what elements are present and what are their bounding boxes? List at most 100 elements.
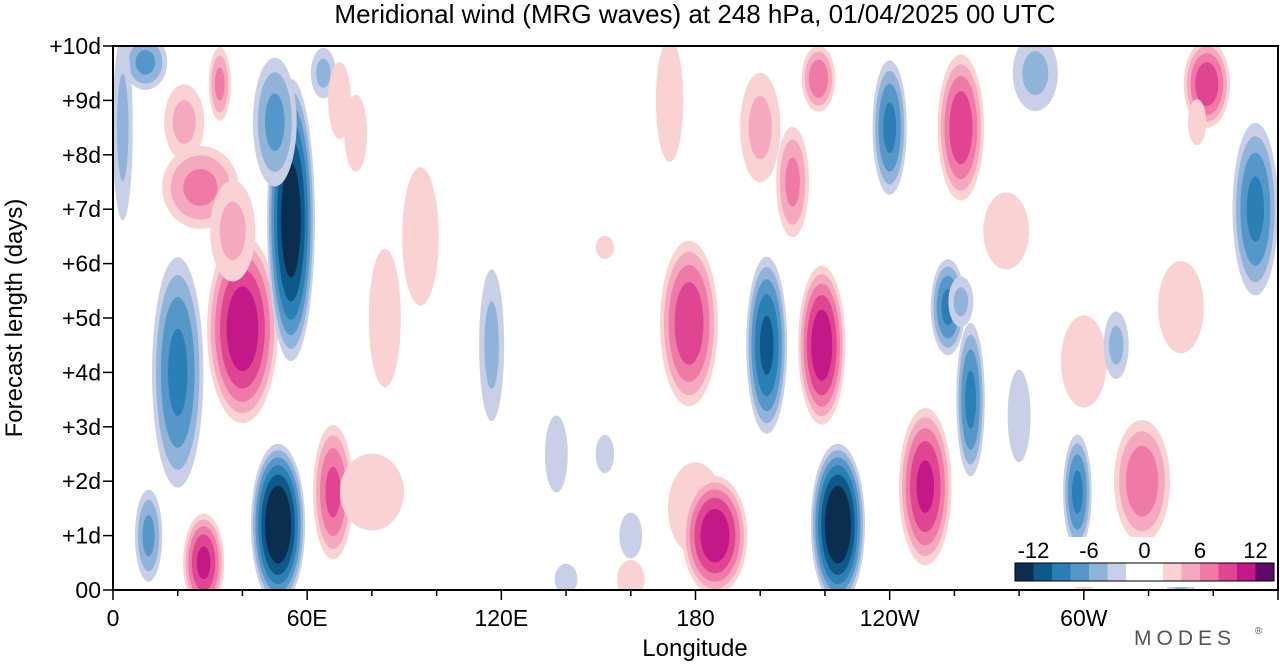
wind-anomaly-northerly-30 — [740, 72, 781, 183]
wind-anomaly-southerly-39 — [948, 276, 974, 327]
contour-band — [316, 58, 331, 88]
colorbar-swatch — [1218, 563, 1237, 581]
y-tick-label: +2d — [62, 468, 101, 494]
y-axis-label: Forecast length (days) — [1, 199, 28, 438]
wind-anomaly-southerly-40 — [956, 322, 985, 477]
wind-anomaly-northerly-16 — [368, 248, 401, 388]
wind-anomaly-northerly-25 — [660, 240, 718, 407]
colorbar-swatch — [1052, 563, 1071, 581]
wind-anomaly-southerly-10 — [152, 257, 204, 488]
y-tick-label: +9d — [62, 87, 101, 113]
wind-anomaly-northerly-27 — [655, 46, 684, 162]
wind-anomaly-southerly-44 — [1063, 434, 1092, 550]
wind-anomaly-southerly-43 — [1007, 369, 1031, 463]
wind-anomaly-northerly-45 — [1060, 315, 1107, 408]
colorbar-swatch — [1200, 563, 1219, 581]
contour-band — [748, 95, 772, 160]
contour-band — [619, 512, 643, 559]
colorbar-frame — [1014, 562, 1275, 582]
x-tick-label: 180 — [676, 605, 714, 631]
colorbar-swatch — [1255, 563, 1274, 581]
x-tick-label: 0 — [107, 605, 120, 631]
wind-anomaly-northerly-54 — [617, 559, 645, 590]
contour-band — [595, 434, 615, 474]
y-tick-label: +3d — [62, 414, 101, 440]
contour-band — [368, 248, 401, 388]
wind-anomaly-southerly-11 — [134, 489, 163, 582]
wind-anomaly-northerly-32 — [801, 46, 836, 112]
contour-band — [325, 466, 341, 518]
chart-title: Meridional wind (MRG waves) at 248 hPa, … — [334, 0, 1055, 29]
x-tick-label: 60E — [287, 605, 328, 631]
wind-anomaly-northerly-31 — [776, 126, 809, 238]
wind-anomaly-northerly-41 — [983, 192, 1030, 270]
contour-band — [811, 309, 833, 381]
colorbar-swatches — [1015, 563, 1274, 581]
contour-band — [617, 559, 645, 590]
contour-band — [544, 415, 568, 493]
y-tick-label: +7d — [62, 196, 101, 222]
contour-band — [983, 192, 1030, 270]
contour-band — [953, 287, 969, 317]
y-tick-label: +6d — [62, 251, 101, 277]
colorbar-ticks: -12 -6 0 6 12 — [1018, 538, 1268, 563]
colorbar-tick-label: -12 — [1018, 538, 1050, 563]
colorbar-tick-label: -6 — [1079, 538, 1099, 563]
wind-anomaly-northerly-50 — [1158, 260, 1204, 354]
wind-anomaly-northerly-36 — [898, 407, 952, 566]
wind-anomaly-northerly-19 — [328, 61, 351, 139]
wind-anomaly-northerly-17 — [402, 167, 439, 306]
contour-band — [1125, 445, 1159, 517]
contour-band — [965, 370, 976, 429]
wind-anomaly-northerly-28 — [682, 476, 748, 590]
contour-band — [142, 515, 155, 557]
wind-anomaly-northerly-15 — [339, 453, 404, 531]
colorbar-swatch — [1107, 563, 1126, 581]
colorbar-swatch — [1033, 563, 1052, 581]
y-tick-label: +1d — [62, 523, 101, 549]
wind-anomaly-southerly-46 — [1103, 311, 1129, 379]
wind-anomaly-southerly-22 — [554, 563, 578, 590]
contour-band — [700, 508, 730, 563]
wind-anomaly-northerly-51 — [1187, 99, 1207, 146]
contour-band — [484, 301, 499, 389]
y-tick-label: +10d — [49, 33, 101, 59]
wind-anomaly-southerly-53 — [619, 512, 643, 559]
contour-band — [172, 100, 196, 145]
wind-anomaly-southerly-13 — [250, 443, 306, 590]
contour-band — [183, 168, 218, 206]
wind-anomaly-southerly-21 — [544, 415, 568, 493]
contour-band — [655, 46, 684, 162]
contour-band — [1007, 369, 1031, 463]
contour-band — [328, 61, 351, 139]
contour-band — [759, 315, 774, 375]
colorbar-swatch — [1070, 563, 1089, 581]
contour-band — [1246, 176, 1264, 242]
contour-band — [824, 485, 851, 564]
contour-band — [1187, 99, 1207, 146]
contour-band — [1195, 62, 1219, 106]
contour-band — [554, 563, 578, 590]
contour-band — [135, 49, 156, 75]
wind-anomaly-northerly-5 — [206, 234, 278, 424]
contour-band — [219, 201, 246, 261]
x-axis-ticks: 0 60E 120E 180 120W 60W — [107, 590, 1279, 631]
y-axis-ticks: 00 +1d +2d +3d +4d +5d +6d +7d +8d +9d +10d — [49, 33, 113, 603]
contour-band — [226, 286, 259, 372]
contour-band — [265, 93, 285, 151]
contour-band — [1022, 51, 1049, 96]
colorbar-swatch — [1181, 563, 1200, 581]
y-tick-label: +8d — [62, 142, 101, 168]
contour-band — [214, 67, 225, 101]
x-tick-label: 120E — [474, 605, 528, 631]
contour-band — [265, 485, 292, 564]
colorbar-legend: -12 -6 0 6 12 — [1014, 537, 1276, 587]
wind-anomaly-southerly-8 — [252, 57, 297, 187]
wind-anomaly-northerly-4 — [208, 47, 231, 121]
contour-band — [785, 157, 800, 207]
wind-anomaly-northerly-12 — [183, 513, 225, 590]
x-tick-label: 60W — [1060, 605, 1108, 631]
wind-anomaly-northerly-33 — [798, 265, 846, 425]
wind-anomaly-southerly-24 — [595, 434, 615, 474]
